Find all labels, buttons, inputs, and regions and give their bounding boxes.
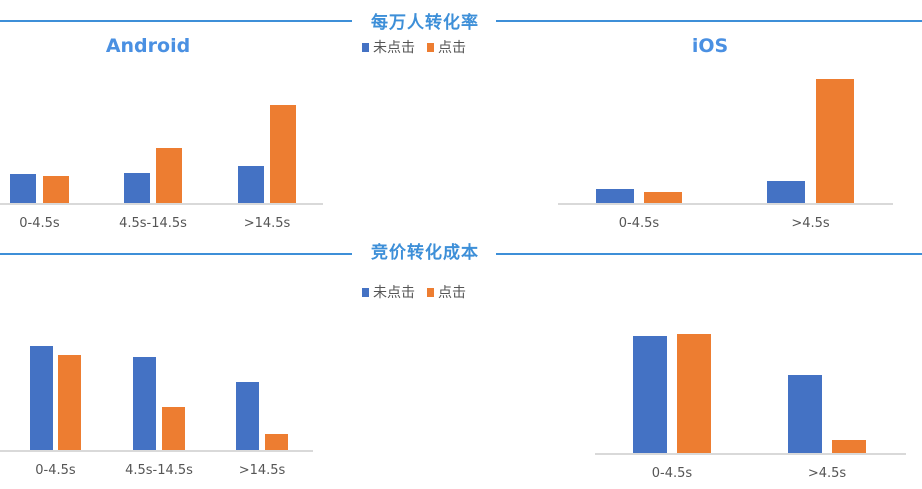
bar-clicked-0 — [644, 192, 682, 203]
x-tick-label: >4.5s — [807, 466, 847, 481]
bar-not-clicked-0 — [30, 346, 53, 450]
legend-swatch-not-clicked — [362, 287, 369, 297]
bar-not-clicked-2 — [238, 166, 264, 203]
bar-clicked-1 — [832, 440, 866, 453]
bar-clicked-0 — [58, 355, 81, 450]
bar-clicked-2 — [270, 105, 296, 203]
x-tick-label: 4.5s-14.5s — [119, 216, 187, 231]
legend-swatch-not-clicked — [362, 42, 369, 52]
section-divider — [496, 253, 922, 255]
x-axis-line — [558, 203, 893, 205]
legend-label: 未点击 — [373, 40, 415, 56]
legend: 未点击 点击 — [362, 282, 466, 302]
x-tick-label: >14.5s — [238, 463, 286, 478]
legend-label: 点击 — [438, 40, 466, 56]
bar-clicked-2 — [265, 434, 288, 450]
bar-not-clicked-0 — [10, 174, 36, 203]
bar-not-clicked-2 — [236, 382, 259, 450]
x-tick-label: >14.5s — [243, 216, 291, 231]
x-tick-label: 0-4.5s — [618, 216, 660, 231]
section-title-conversion-rate: 每万人转化率 — [371, 13, 479, 33]
x-axis-line — [0, 203, 323, 205]
bar-not-clicked-1 — [124, 173, 150, 203]
legend-label: 点击 — [438, 285, 466, 301]
bar-not-clicked-0 — [596, 189, 634, 203]
x-axis-line — [0, 450, 313, 452]
bar-not-clicked-1 — [788, 375, 822, 453]
section-divider — [0, 253, 352, 255]
x-tick-label: 0-4.5s — [651, 466, 693, 481]
bar-clicked-1 — [816, 79, 854, 203]
chart-title-ios: iOS — [691, 35, 729, 57]
legend-label: 未点击 — [373, 285, 415, 301]
bar-clicked-0 — [677, 334, 711, 453]
section-divider — [0, 20, 352, 22]
x-tick-label: 0-4.5s — [19, 216, 60, 231]
x-tick-label: 0-4.5s — [35, 463, 76, 478]
x-tick-label: 4.5s-14.5s — [125, 463, 193, 478]
x-axis-line — [595, 453, 906, 455]
bar-not-clicked-1 — [767, 181, 805, 203]
legend: 未点击 点击 — [362, 37, 466, 57]
chart-title-android: Android — [105, 35, 191, 57]
bar-clicked-1 — [156, 148, 182, 203]
bar-not-clicked-0 — [633, 336, 667, 453]
bar-not-clicked-1 — [133, 357, 156, 450]
bar-clicked-1 — [162, 407, 185, 450]
section-title-bid-cost: 竞价转化成本 — [371, 243, 479, 263]
bar-clicked-0 — [43, 176, 69, 203]
section-divider — [496, 20, 922, 22]
legend-swatch-clicked — [427, 42, 434, 52]
x-tick-label: >4.5s — [791, 216, 830, 231]
legend-swatch-clicked — [427, 287, 434, 297]
